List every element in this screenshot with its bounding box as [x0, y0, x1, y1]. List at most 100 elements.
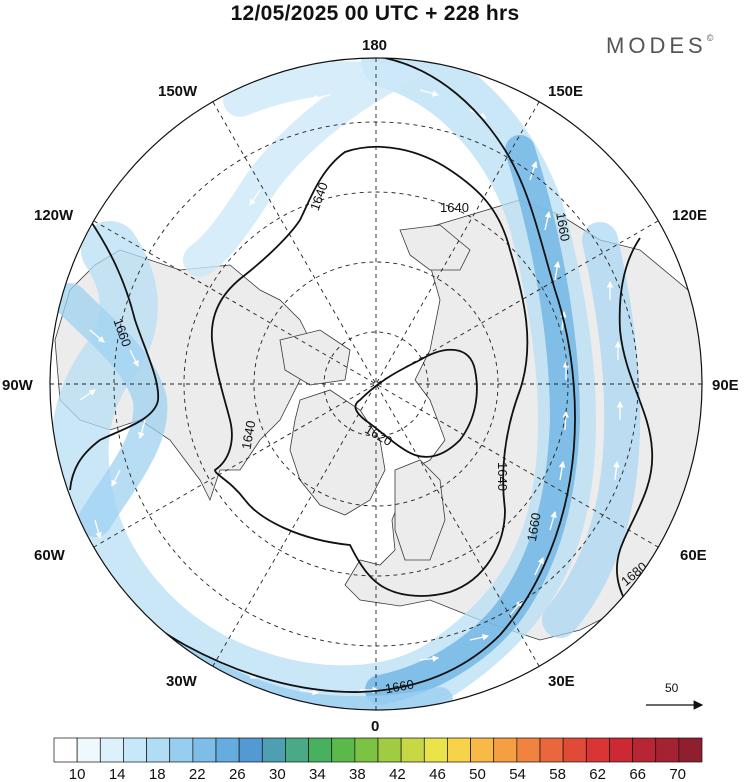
lon-label-0: 0 [371, 718, 379, 735]
colorbar-swatch [261, 737, 286, 763]
wind-arrow [544, 210, 551, 231]
colorbar-swatch [562, 737, 587, 763]
lon-label-120e: 120E [672, 207, 707, 224]
wind-arrow [419, 89, 440, 97]
colorbar-swatch [447, 737, 471, 763]
colorbar-tick-label: 58 [549, 766, 566, 782]
colorbar-swatch [585, 737, 610, 763]
colorbar [53, 737, 703, 763]
brand-name: MODES [606, 33, 707, 58]
colorbar-swatch [470, 737, 495, 763]
colorbar-labels: 10 14 18 22 26 30 34 38 42 46 50 54 58 62 66 70 [69, 766, 686, 782]
colorbar-swatch [53, 737, 78, 763]
lon-label-60w: 60W [34, 547, 66, 564]
colorbar-swatch [215, 737, 240, 763]
wind-arrow [129, 349, 139, 367]
wind-arrow [249, 189, 261, 206]
land-arctic-islands [279, 329, 351, 386]
wind-arrow [89, 329, 105, 343]
longitude-labels: 180 150W 150E 120W 120E 90W 90E 60W 60E … [2, 37, 739, 735]
lon-label-180: 180 [362, 37, 387, 54]
lon-label-90e: 90E [712, 377, 739, 394]
colorbar-tick-label: 10 [69, 766, 86, 782]
colorbar-tick-label: 50 [469, 766, 486, 782]
wind-arrow [111, 469, 121, 487]
colorbar-swatch [238, 737, 263, 763]
colorbar-tick-label: 46 [429, 766, 446, 782]
reference-vector-label: 50 [665, 681, 679, 695]
contour-label: 1660 [553, 211, 573, 242]
colorbar-swatch [400, 737, 425, 763]
land-beringia [399, 224, 471, 271]
colorbar-tick-label: 34 [309, 766, 326, 782]
colorbar-swatch [678, 737, 703, 763]
colorbar-swatch [655, 737, 680, 763]
reference-vector: 50 [646, 681, 704, 710]
colorbar-tick-label: 26 [229, 766, 246, 782]
wind-arrow [534, 557, 544, 576]
wind-arrow [79, 389, 96, 401]
map-title: 12/05/2025 00 UTC + 228 hrs [230, 2, 520, 25]
contour-1620 [354, 348, 478, 458]
colorbar-swatch [146, 737, 171, 763]
wind-arrow [469, 634, 490, 641]
wind-arrow [613, 460, 620, 481]
wind-arrow [558, 460, 566, 481]
wind-arrow [299, 688, 320, 696]
contour-1640 [211, 145, 529, 597]
wind-speed-shading [50, 58, 641, 710]
contour-label: 1660 [384, 677, 415, 697]
colorbar-tick-label: 70 [669, 766, 686, 782]
jet-core-band [365, 135, 581, 705]
jet-east-band [542, 222, 641, 638]
colorbar-tick-label: 22 [189, 766, 206, 782]
globe-outline [49, 57, 703, 711]
colorbar-swatch [493, 737, 518, 763]
colorbar-swatch [539, 737, 564, 763]
colorbar-swatch [99, 737, 124, 763]
colorbar-swatch [285, 737, 309, 763]
height-contours [69, 58, 654, 693]
colorbar-tick-label: 42 [389, 766, 406, 782]
contour-1680 [616, 237, 654, 621]
colorbar-swatch [76, 737, 101, 763]
colorbar-swatch [123, 737, 147, 763]
wind-arrow [94, 519, 102, 540]
wind-arrow [529, 160, 538, 181]
colorbar-tick-label: 30 [269, 766, 286, 782]
colorbar-tick-label: 38 [349, 766, 366, 782]
contour-label: 1640 [495, 462, 510, 491]
contour-label: 1640 [440, 200, 469, 215]
colorbar-swatch [377, 737, 402, 763]
brand-mark: © [706, 33, 714, 43]
land-scandinavia [394, 459, 446, 561]
colorbar-tick-label: 62 [589, 766, 606, 782]
lon-label-30w: 30W [166, 673, 198, 690]
colorbar-swatch [632, 737, 657, 763]
jet-west-band [53, 283, 168, 537]
colorbar-tick-label: 14 [109, 766, 126, 782]
lon-label-60e: 60E [680, 547, 707, 564]
brand-logo: MODES© [606, 33, 713, 59]
colorbar-swatch [169, 737, 194, 763]
jet-pacific-band [183, 61, 433, 277]
colorbar-tick-label: 66 [629, 766, 646, 782]
colorbar-swatch [331, 737, 356, 763]
latitude-circle [183, 191, 569, 577]
colorbar-swatch [423, 737, 448, 763]
colorbar-swatch [192, 737, 217, 763]
lon-label-150e: 150E [548, 83, 583, 100]
colorbar-swatch [308, 737, 333, 763]
lon-label-150w: 150W [158, 83, 198, 100]
wind-arrow [419, 655, 440, 662]
wind-arrow [260, 119, 281, 128]
lon-label-120w: 120W [34, 207, 74, 224]
colorbar-swatch [609, 737, 633, 763]
contour-label: 1640 [239, 419, 259, 450]
colorbar-swatch [516, 737, 541, 763]
colorbar-tick-label: 54 [509, 766, 526, 782]
lon-label-30e: 30E [548, 673, 575, 690]
contour-1660-outer [94, 58, 576, 693]
contour-1660-west [69, 219, 160, 491]
